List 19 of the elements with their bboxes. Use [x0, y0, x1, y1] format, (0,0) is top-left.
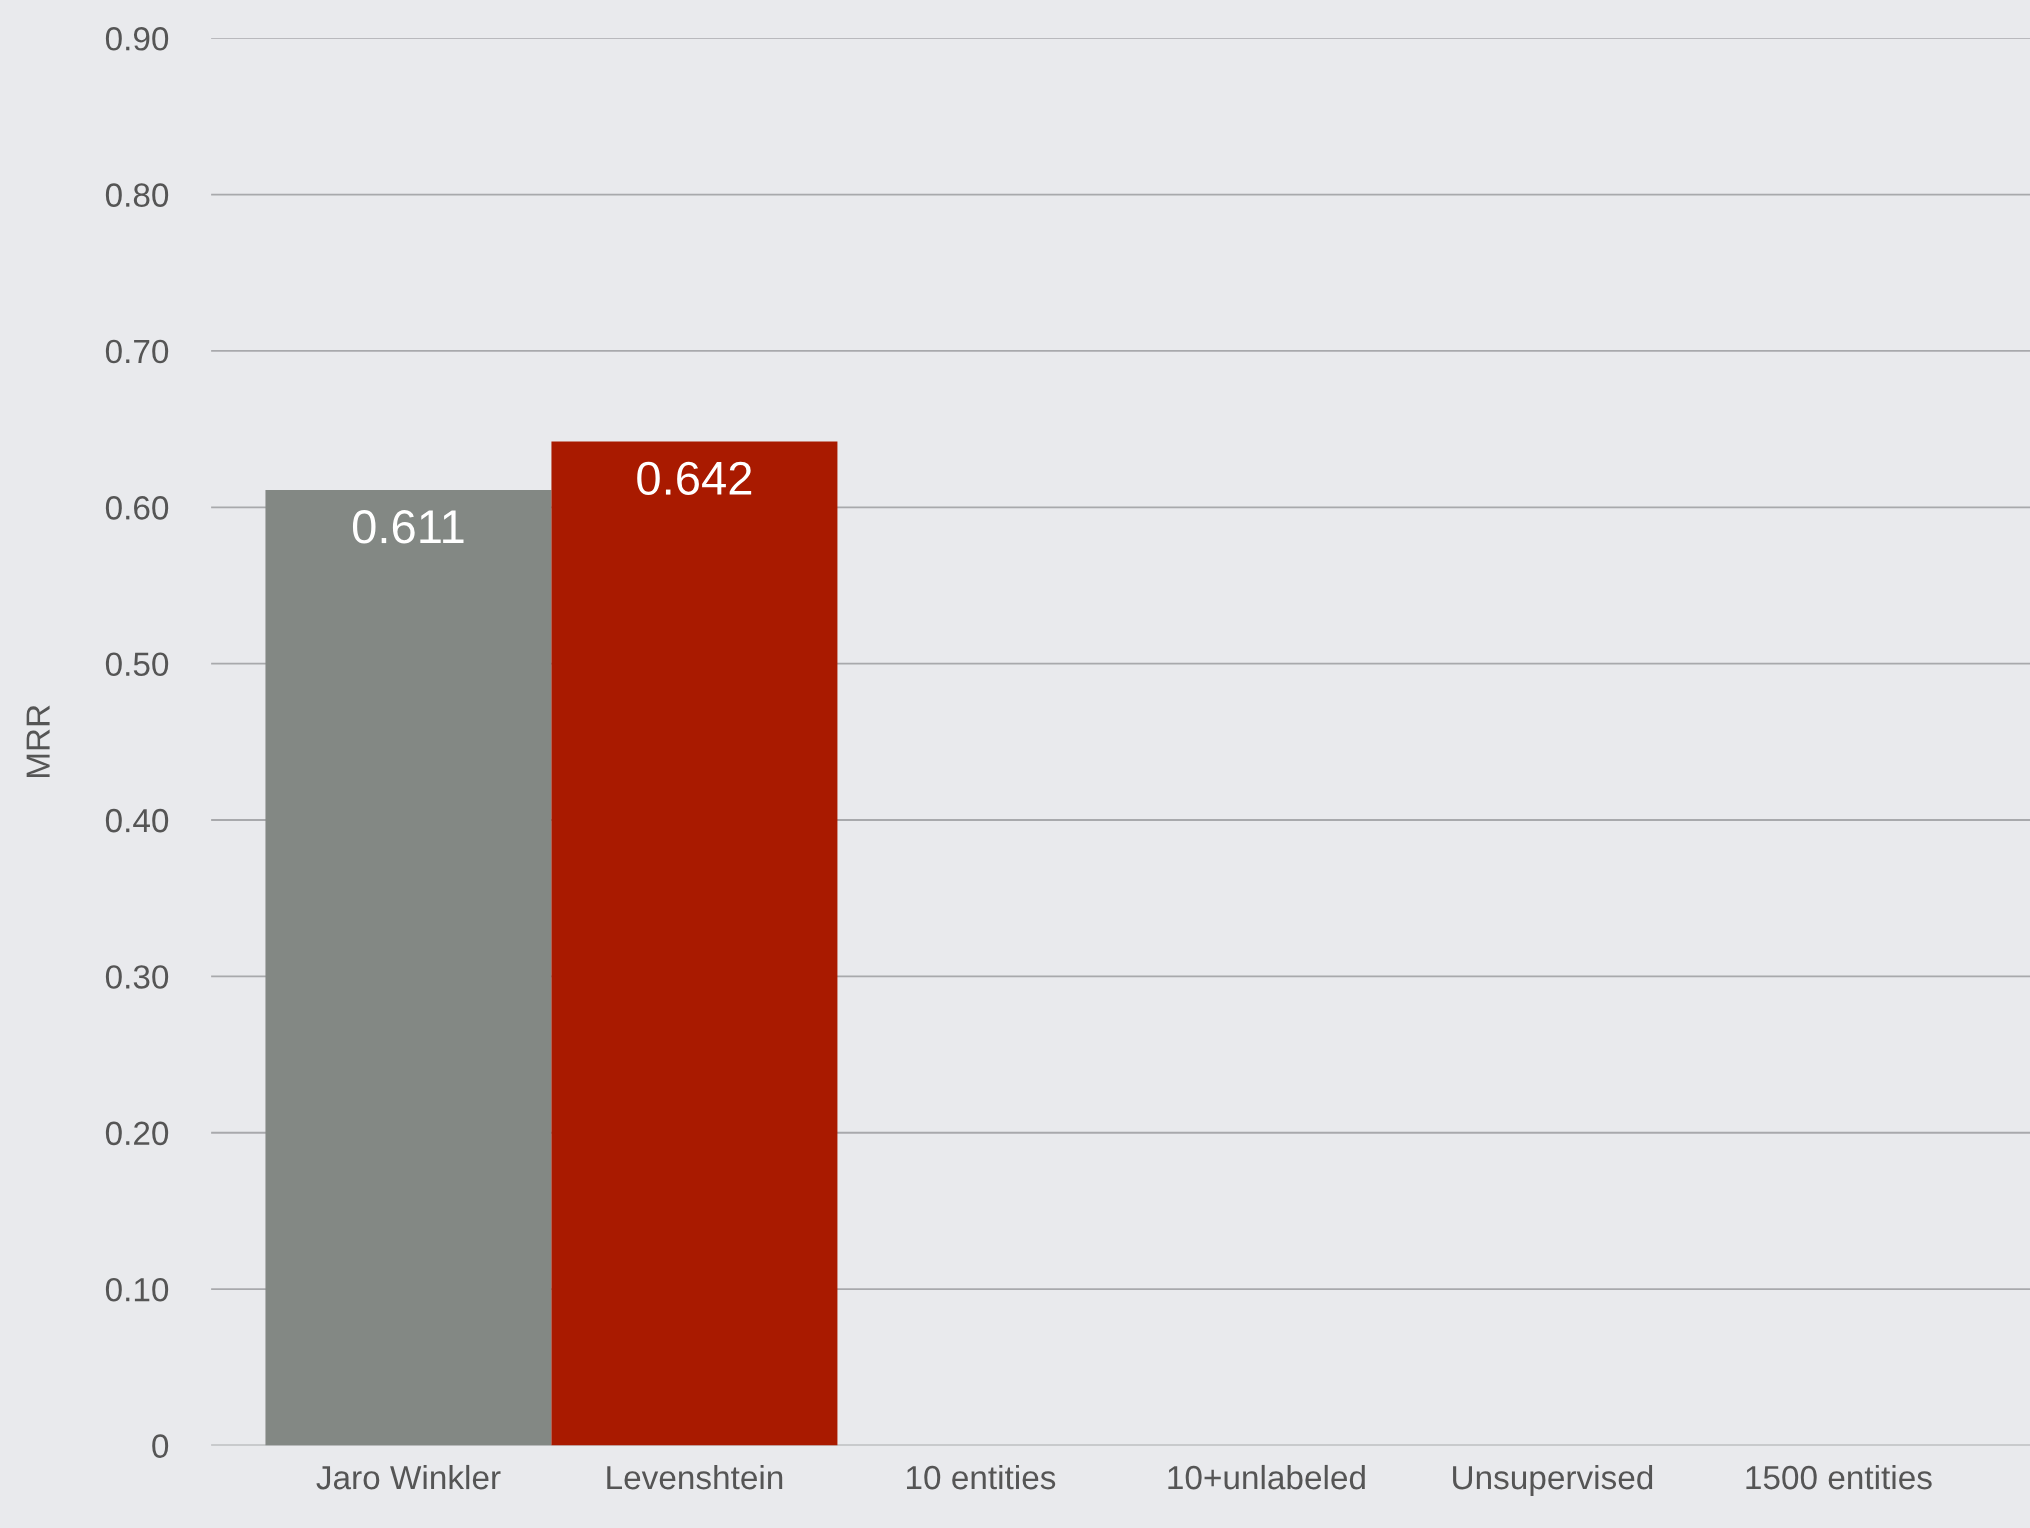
y-tick-label: 0.80 [105, 183, 169, 207]
data-label: 0.611 [352, 510, 464, 544]
y-tick-label: 0.10 [105, 1277, 169, 1302]
x-tick-label: Jaro Winkler [316, 1464, 501, 1490]
x-tick-label: 10 entities [907, 1464, 1056, 1490]
y-axis-title: MRR [26, 705, 50, 778]
y-tick-label: 0 [152, 1434, 169, 1458]
y-tick-label: 0.70 [105, 339, 169, 364]
y-tick-label: 0.60 [105, 496, 169, 520]
y-tick-label: 0.50 [105, 652, 169, 677]
x-tick-label: Unsupervised [1453, 1464, 1653, 1497]
y-tick-label: 0.30 [105, 965, 169, 989]
data-label: 0.642 [637, 461, 752, 496]
y-tick-label: 0.90 [105, 27, 169, 51]
x-tick-label: Levenshtein [607, 1464, 783, 1490]
x-tick-label: 10+unlabeled [1168, 1464, 1365, 1490]
x-tick-label: 1500 entities [1746, 1464, 1932, 1490]
y-tick-label: 0.20 [105, 1121, 169, 1146]
y-tick-label: 0.40 [105, 808, 169, 833]
